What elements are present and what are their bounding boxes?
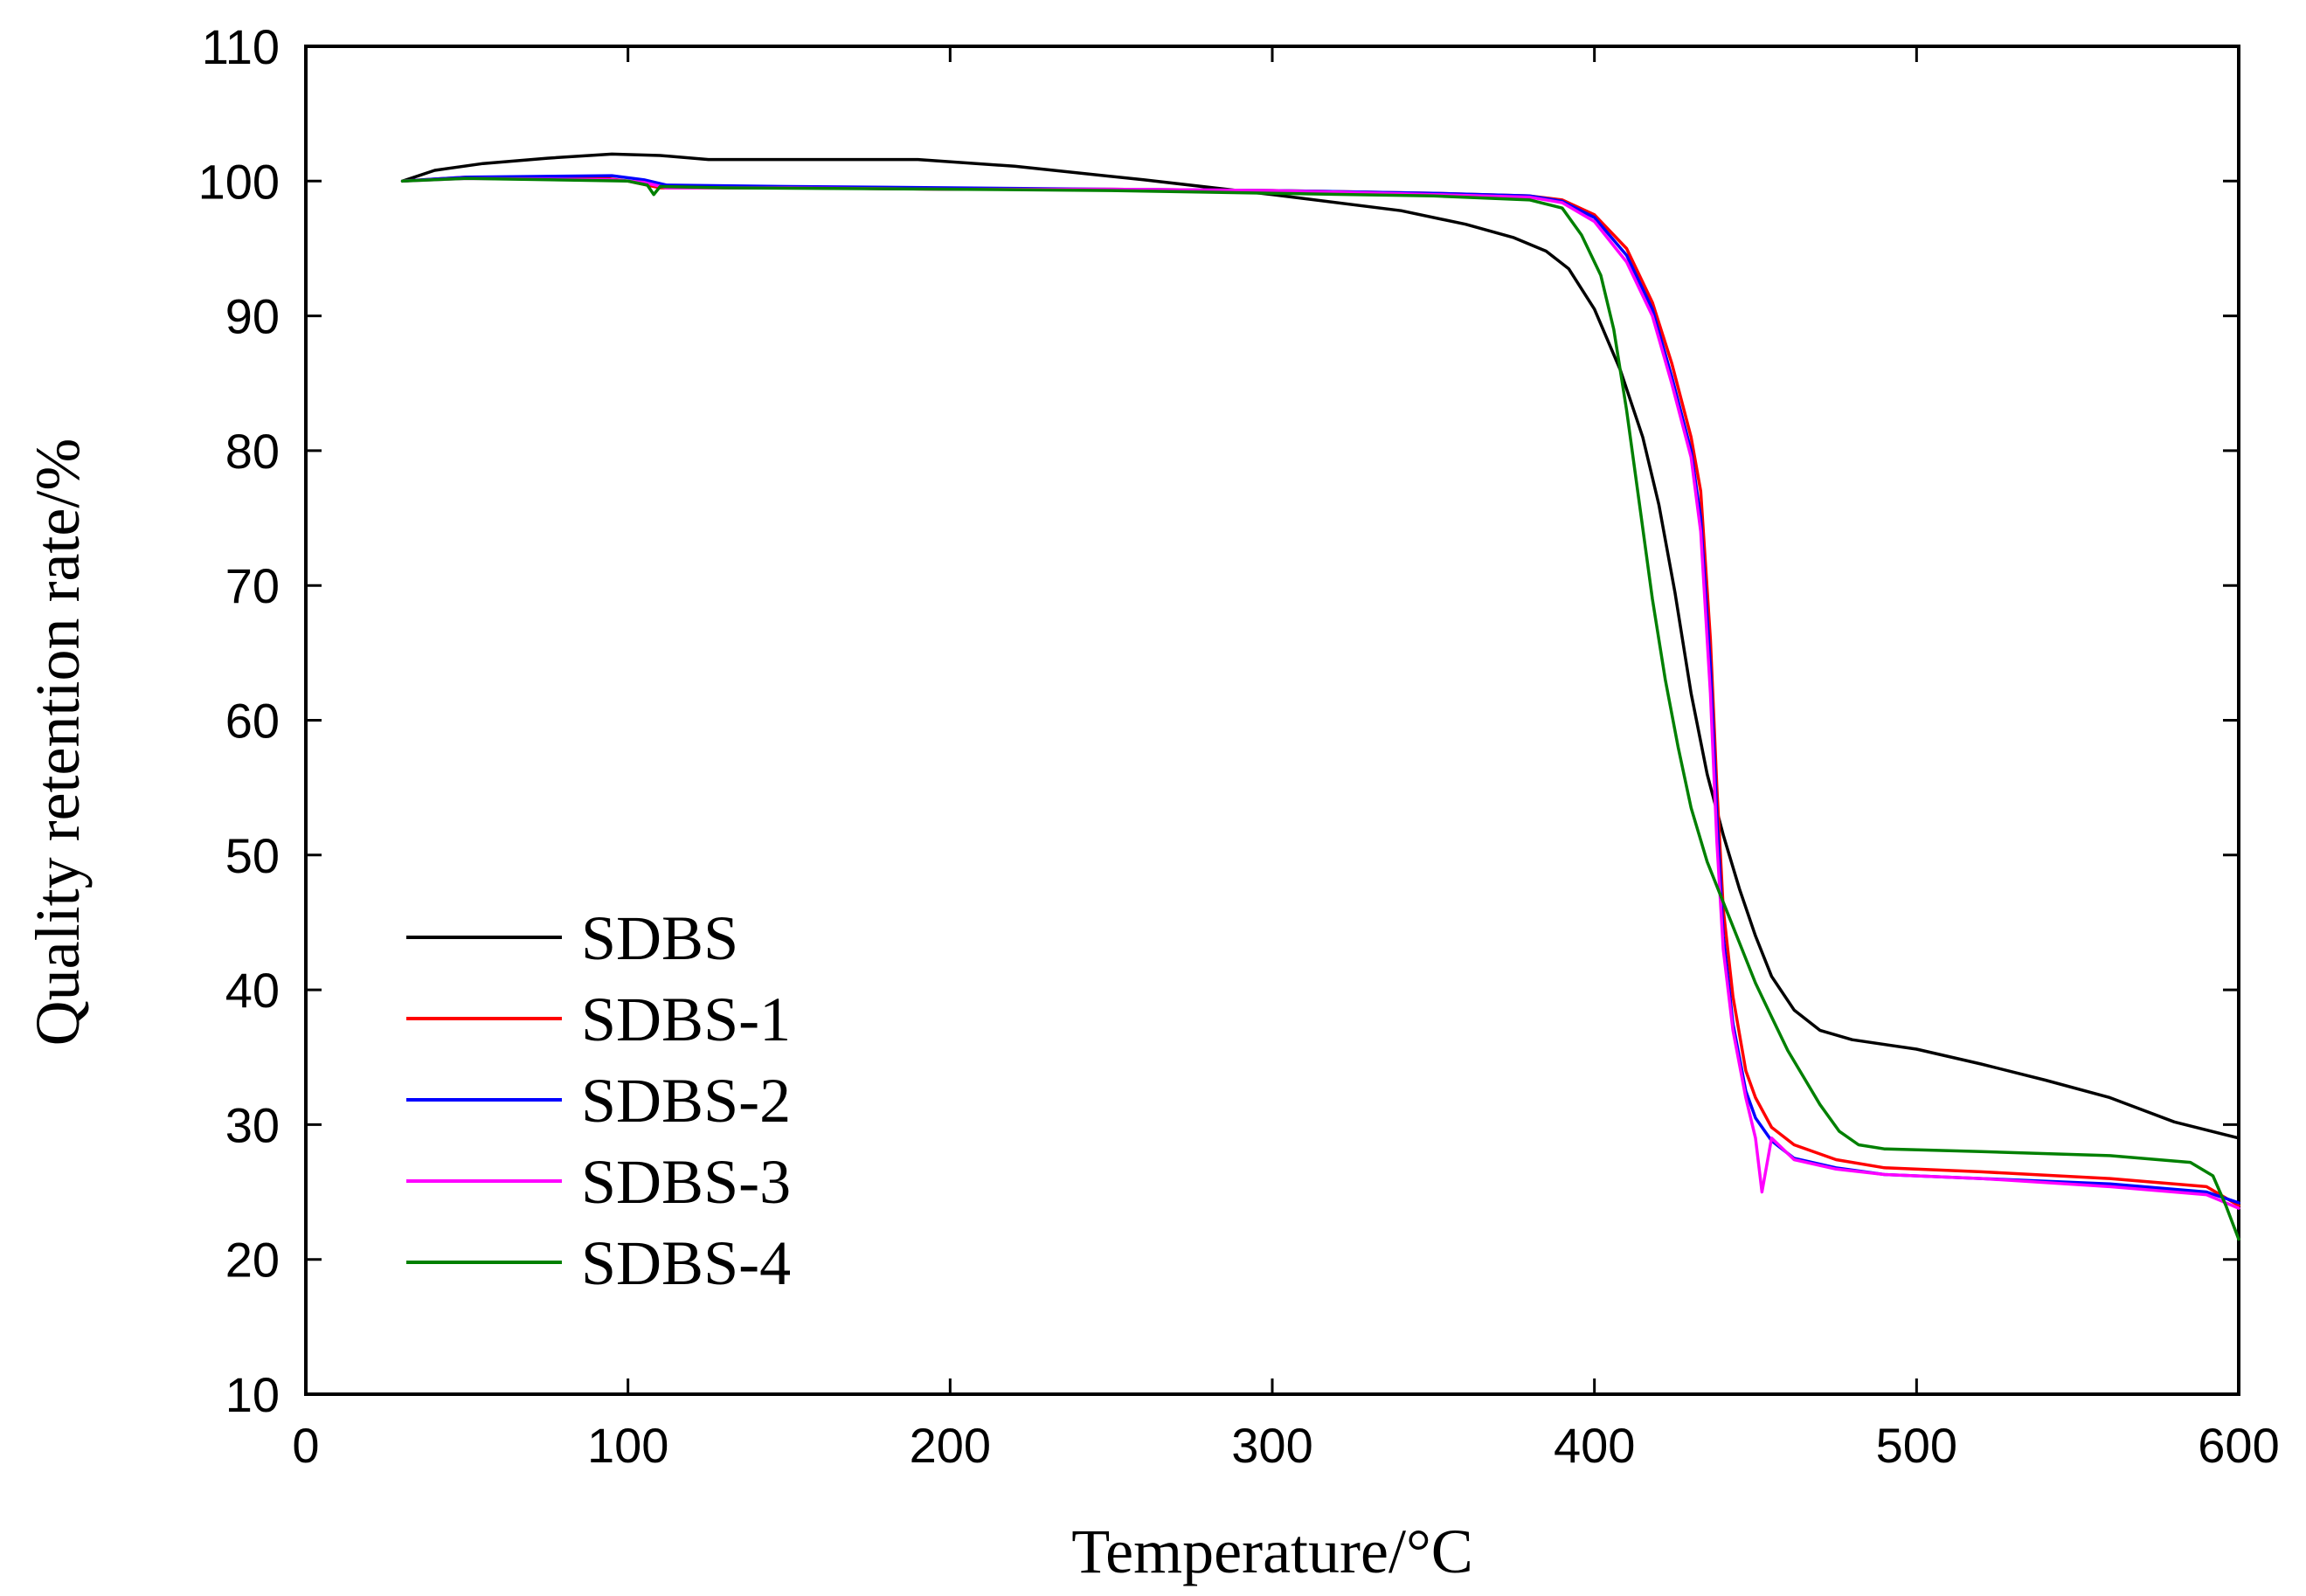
x-tick-label: 500 — [1876, 1418, 1957, 1473]
y-tick-label: 80 — [225, 424, 280, 479]
legend-label: SDBS-2 — [581, 1066, 791, 1136]
legend: SDBS SDBS-1 SDBS-2 SDBS-3 SDBS-4 — [406, 903, 791, 1298]
series-line-sdbs-4 — [400, 176, 2240, 1241]
y-tick-label: 100 — [198, 154, 280, 209]
legend-label: SDBS — [581, 903, 738, 973]
legend-label: SDBS-1 — [581, 985, 791, 1054]
x-tick-label: 0 — [292, 1418, 319, 1473]
y-tick-label: 70 — [225, 558, 280, 613]
x-tick-label: 200 — [910, 1418, 991, 1473]
y-tick-label: 30 — [225, 1097, 280, 1152]
x-tick-label: 300 — [1231, 1418, 1312, 1473]
y-tick-label: 20 — [225, 1233, 280, 1288]
y-tick-label: 60 — [225, 694, 280, 749]
y-tick-label: 40 — [225, 963, 280, 1018]
y-tick-label: 110 — [202, 19, 280, 74]
series-lines — [400, 152, 2240, 1241]
x-tick-label: 400 — [1554, 1418, 1635, 1473]
y-tick-label: 90 — [225, 289, 280, 344]
y-axis-title: Quality retention rate/% — [23, 439, 93, 1047]
legend-label: SDBS-4 — [581, 1228, 791, 1298]
legend-label: SDBS-3 — [581, 1147, 791, 1217]
axes: 0 100 200 300 400 500 600 10 20 30 40 50 60 70 80 90 100… — [198, 19, 2280, 1473]
x-axis-title: Temperature/°C — [1071, 1517, 1473, 1586]
x-tick-label: 100 — [587, 1418, 668, 1473]
y-tick-label: 10 — [225, 1367, 280, 1422]
y-tick-label: 50 — [225, 828, 280, 883]
x-tick-label: 600 — [2198, 1418, 2279, 1473]
